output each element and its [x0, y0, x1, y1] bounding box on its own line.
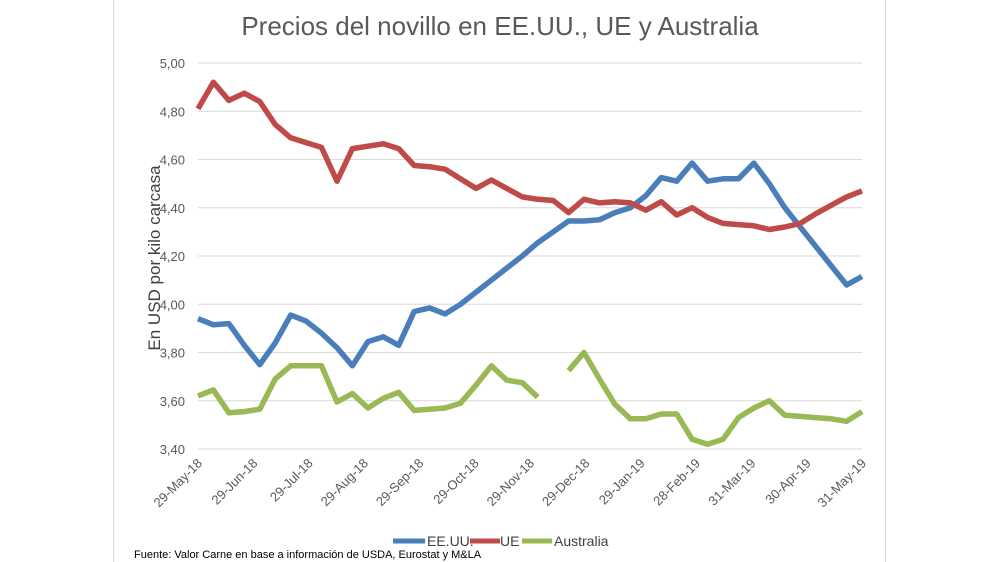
- x-tick-label: 28-Feb-19: [650, 456, 703, 509]
- y-tick-label: 3,60: [160, 394, 185, 409]
- x-tick-label: 29-Jul-18: [267, 456, 316, 505]
- y-tick-label: 5,00: [160, 56, 185, 71]
- x-tick-label: 29-Aug-18: [318, 456, 372, 510]
- legend: EE.UU. UE Australia: [393, 533, 609, 549]
- x-tick-label: 29-Dec-18: [539, 456, 593, 510]
- x-tick-label: 29-May-18: [151, 456, 206, 511]
- gridlines: [198, 62, 862, 450]
- y-axis-ticks: 5,00 4,80 4,60 4,40 4,20 4,00 3,80 3,60 3,40: [160, 56, 185, 457]
- legend-label-australia: Australia: [554, 533, 609, 549]
- y-axis-label: En USD por kilo carcasa: [145, 165, 164, 351]
- series-line-australia: [197, 349, 864, 447]
- series-line-ue: [195, 79, 863, 233]
- x-tick-label: 31-May-19: [815, 456, 870, 511]
- x-tick-label: 30-Apr-19: [762, 456, 813, 507]
- x-tick-label: 29-Nov-18: [484, 456, 538, 510]
- x-tick-label: 29-Jan-19: [596, 456, 648, 508]
- legend-label-ue: UE: [500, 533, 519, 549]
- series-line-ee-uu: [196, 160, 864, 369]
- x-axis-ticks: 29-May-18 29-Jun-18 29-Jul-18 29-Aug-18 29-S…: [151, 456, 870, 511]
- y-tick-label: 3,40: [160, 442, 185, 457]
- y-tick-label: 3,80: [160, 346, 185, 361]
- chart-title: Precios del novillo en EE.UU., UE y Aust…: [241, 11, 759, 41]
- y-tick-label: 4,00: [160, 297, 185, 312]
- y-tick-label: 4,20: [160, 249, 185, 264]
- x-tick-label: 29-Oct-18: [430, 456, 481, 507]
- x-tick-label: 31-Mar-19: [705, 456, 758, 509]
- x-tick-label: 29-Jun-18: [208, 456, 260, 508]
- legend-label-eeuu: EE.UU.: [427, 533, 474, 549]
- source-note: Fuente: Valor Carne en base a informació…: [134, 549, 482, 561]
- series-lines: [195, 79, 864, 447]
- x-tick-label: 29-Sep-18: [373, 456, 427, 510]
- y-tick-label: 4,60: [160, 153, 185, 168]
- y-tick-label: 4,40: [160, 201, 185, 216]
- y-tick-label: 4,80: [160, 104, 185, 119]
